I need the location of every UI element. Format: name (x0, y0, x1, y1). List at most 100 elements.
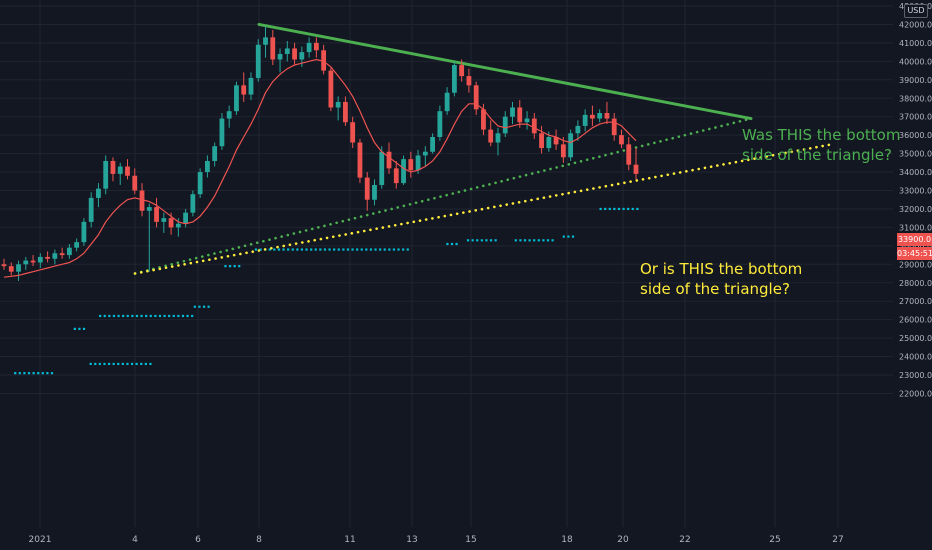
dot-marker (168, 314, 171, 318)
x-tick-label: 25 (769, 535, 780, 545)
candle-body (437, 111, 443, 137)
dot-marker (46, 372, 49, 375)
dot-marker (446, 242, 449, 246)
dot-marker (89, 362, 92, 366)
dot-marker (18, 372, 21, 375)
dot-marker (135, 362, 138, 366)
dot-marker (360, 248, 363, 251)
candle-body (502, 116, 508, 134)
candle-body (517, 107, 523, 123)
dot-marker (172, 314, 175, 318)
dot-marker (103, 362, 106, 366)
dot-marker (296, 248, 299, 251)
dot-marker (122, 314, 125, 318)
dot-marker (397, 248, 400, 251)
green-annotation-line-2: side of the triangle? (742, 146, 892, 164)
candlesticks (1, 26, 639, 281)
dot-marker (50, 372, 54, 375)
candle-body (241, 85, 247, 95)
dot-marker (112, 314, 116, 318)
candle-body (263, 37, 268, 45)
candle-body (37, 256, 43, 263)
dot-marker (369, 248, 373, 251)
time-axis[interactable]: 2021 4 6 8 11 13 15 18 20 22 25 27 (29, 535, 844, 545)
candle-body (372, 184, 377, 200)
dot-marker (186, 314, 189, 318)
dot-marker (551, 239, 554, 242)
y-tick-label: 35000.0 (899, 150, 932, 159)
candle-body (553, 136, 559, 145)
dot-marker (121, 362, 124, 366)
dot-marker (154, 314, 157, 318)
x-tick-label: 20 (617, 535, 629, 545)
dot-marker (346, 248, 350, 251)
candle-body (466, 76, 472, 86)
x-tick-label: 18 (561, 535, 573, 545)
dot-marker (617, 207, 621, 211)
dot-marker (571, 235, 575, 238)
dot-marker (406, 248, 409, 251)
candle-body (8, 266, 14, 272)
dot-marker (23, 372, 26, 375)
dot-marker (131, 314, 134, 318)
dot-marker (135, 314, 139, 318)
candle-body (582, 114, 588, 126)
candle-body (568, 133, 574, 158)
dot-marker (259, 248, 262, 251)
y-tick-label: 40000.0 (899, 57, 932, 66)
dot-marker (546, 239, 550, 242)
candle-body (255, 44, 261, 78)
y-tick-label: 42000.0 (899, 20, 932, 29)
dot-marker (287, 248, 290, 251)
dot-marker (604, 207, 607, 211)
y-tick-label: 31000.0 (899, 223, 932, 232)
dot-marker (149, 314, 152, 318)
candle-body (604, 113, 610, 119)
dot-marker (356, 248, 359, 251)
dot-marker (514, 239, 517, 242)
dot-marker (402, 248, 405, 251)
yellow-annotation-line-1: Or is THIS the bottom (640, 260, 803, 278)
dot-marker (117, 362, 120, 366)
dot-marker (542, 239, 545, 242)
currency-badge[interactable]: USD (904, 4, 928, 18)
dot-marker (392, 248, 396, 251)
candle-body (132, 175, 138, 191)
dot-marker (126, 362, 129, 366)
dot-marker (144, 362, 147, 366)
dot-marker (117, 314, 120, 318)
y-tick-label: 41000.0 (899, 39, 932, 48)
dot-marker (27, 372, 31, 375)
dot-marker (41, 372, 44, 375)
candle-body (473, 85, 479, 110)
y-tick-label: 26000.0 (899, 316, 932, 325)
dot-marker (528, 239, 531, 242)
candle-body (30, 260, 36, 263)
candle-body (59, 253, 65, 256)
candle-body (408, 159, 414, 171)
candle-body (597, 113, 603, 119)
dot-marker (140, 362, 143, 366)
dot-marker (73, 327, 76, 330)
y-tick-label: 23000.0 (899, 371, 932, 380)
dot-marker (158, 314, 162, 318)
dot-marker (126, 314, 129, 318)
candle-body (88, 197, 94, 222)
candle-body (23, 260, 29, 265)
candle-body (575, 125, 581, 134)
dot-marker (450, 242, 454, 246)
candle-body (96, 188, 101, 198)
candle-body (248, 77, 254, 95)
dot-marker (228, 265, 232, 268)
candle-body (531, 118, 537, 134)
candle-body (284, 48, 290, 54)
candle-body (66, 247, 72, 256)
dot-marker (466, 239, 470, 242)
candle-body (379, 151, 385, 185)
dot-marker (337, 248, 340, 251)
dot-marker (198, 305, 201, 308)
x-tick-label: 15 (465, 535, 476, 545)
dot-marker (233, 265, 236, 268)
x-tick-label: 13 (406, 535, 417, 545)
